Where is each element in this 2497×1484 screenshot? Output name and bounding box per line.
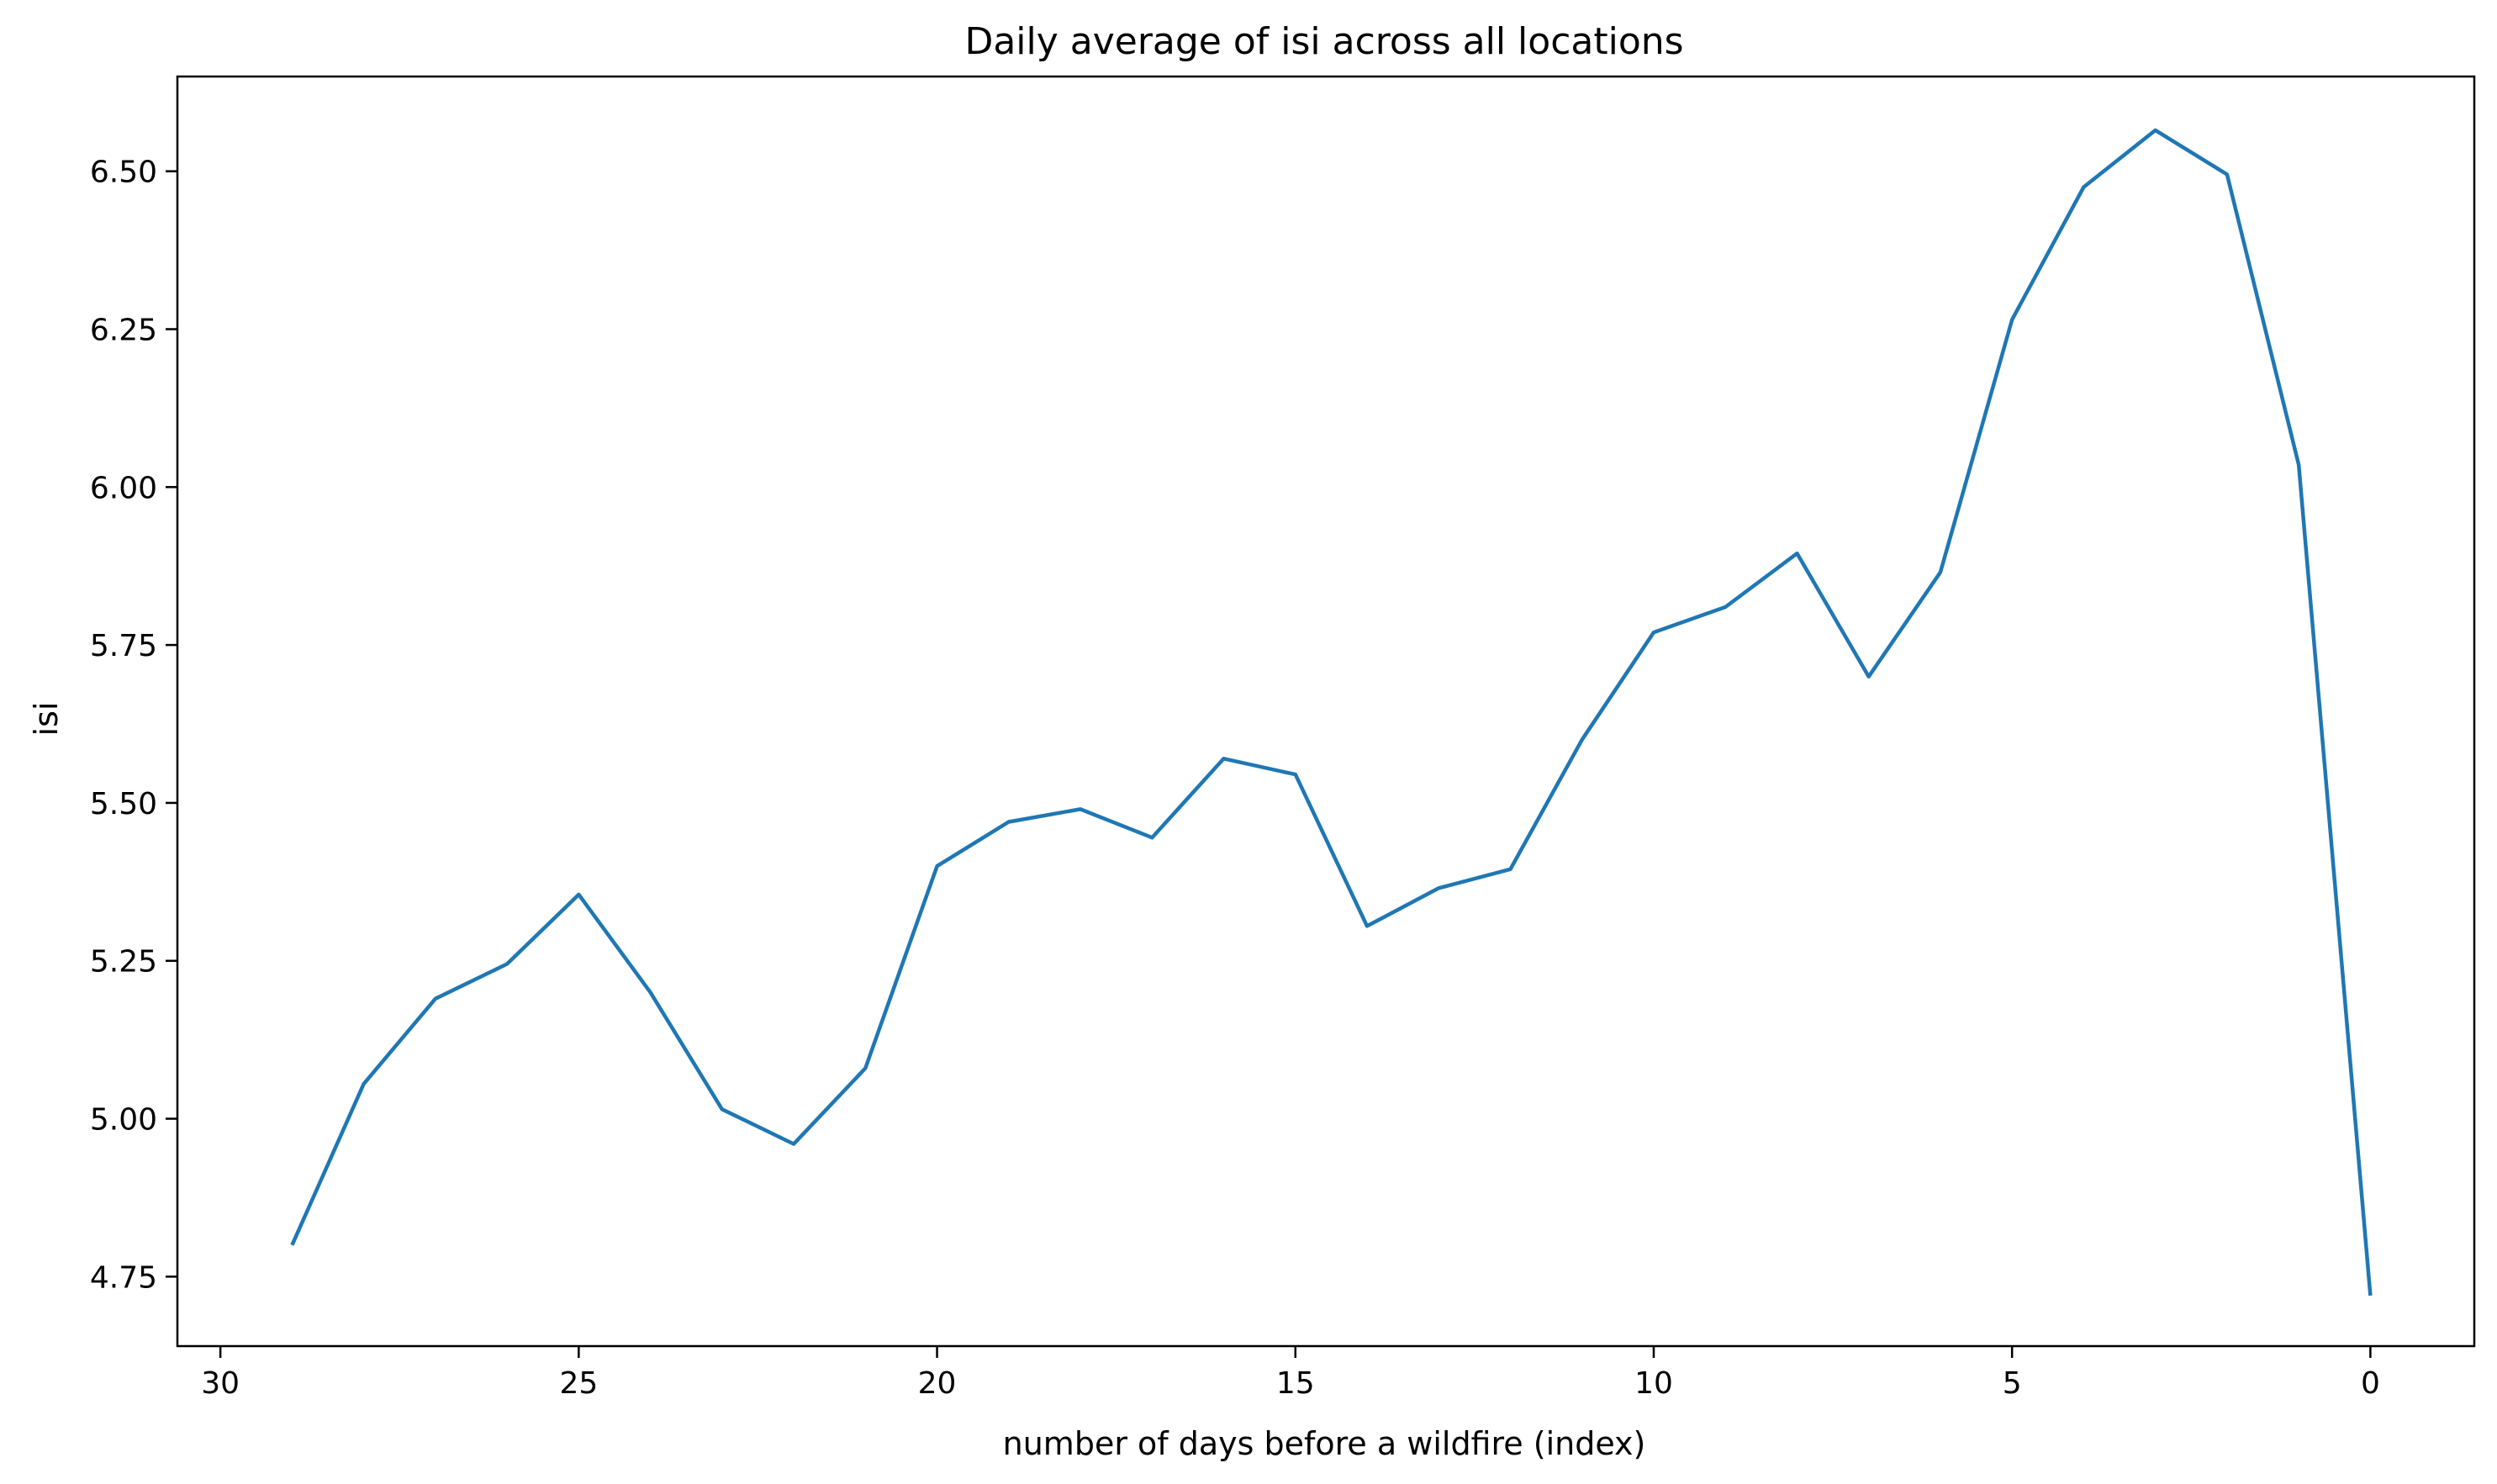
y-tick-label: 6.25: [90, 313, 157, 347]
x-tick-label: 0: [2361, 1366, 2380, 1401]
y-axis-label: isi: [28, 702, 65, 737]
x-tick-label: 30: [201, 1366, 240, 1401]
y-tick-label: 5.75: [90, 629, 157, 663]
x-tick-label: 25: [559, 1366, 598, 1401]
y-tick-label: 5.25: [90, 945, 157, 980]
y-tick-label: 5.00: [90, 1103, 157, 1138]
y-tick-label: 6.50: [90, 156, 157, 190]
chart-title: Daily average of isi across all location…: [964, 20, 1683, 63]
series-layer: [290, 128, 2373, 1297]
x-axis-label: number of days before a wildfire (index): [1003, 1425, 1646, 1462]
x-tick-label: 20: [918, 1366, 957, 1401]
axis-ticks: 30 25 20 15 10 5 0 4.75 5.00 5.25 5.50 5.75 6.00 6.25…: [90, 156, 2380, 1401]
x-tick-label: 10: [1634, 1366, 1673, 1401]
y-tick-label: 6.00: [90, 471, 157, 505]
x-tick-label: 15: [1276, 1366, 1315, 1401]
plot-area-frame: [176, 75, 2476, 1348]
series-line: [290, 128, 2373, 1297]
y-tick-label: 5.50: [90, 787, 157, 821]
y-tick-label: 4.75: [90, 1260, 157, 1295]
x-tick-label: 5: [2003, 1366, 2022, 1401]
